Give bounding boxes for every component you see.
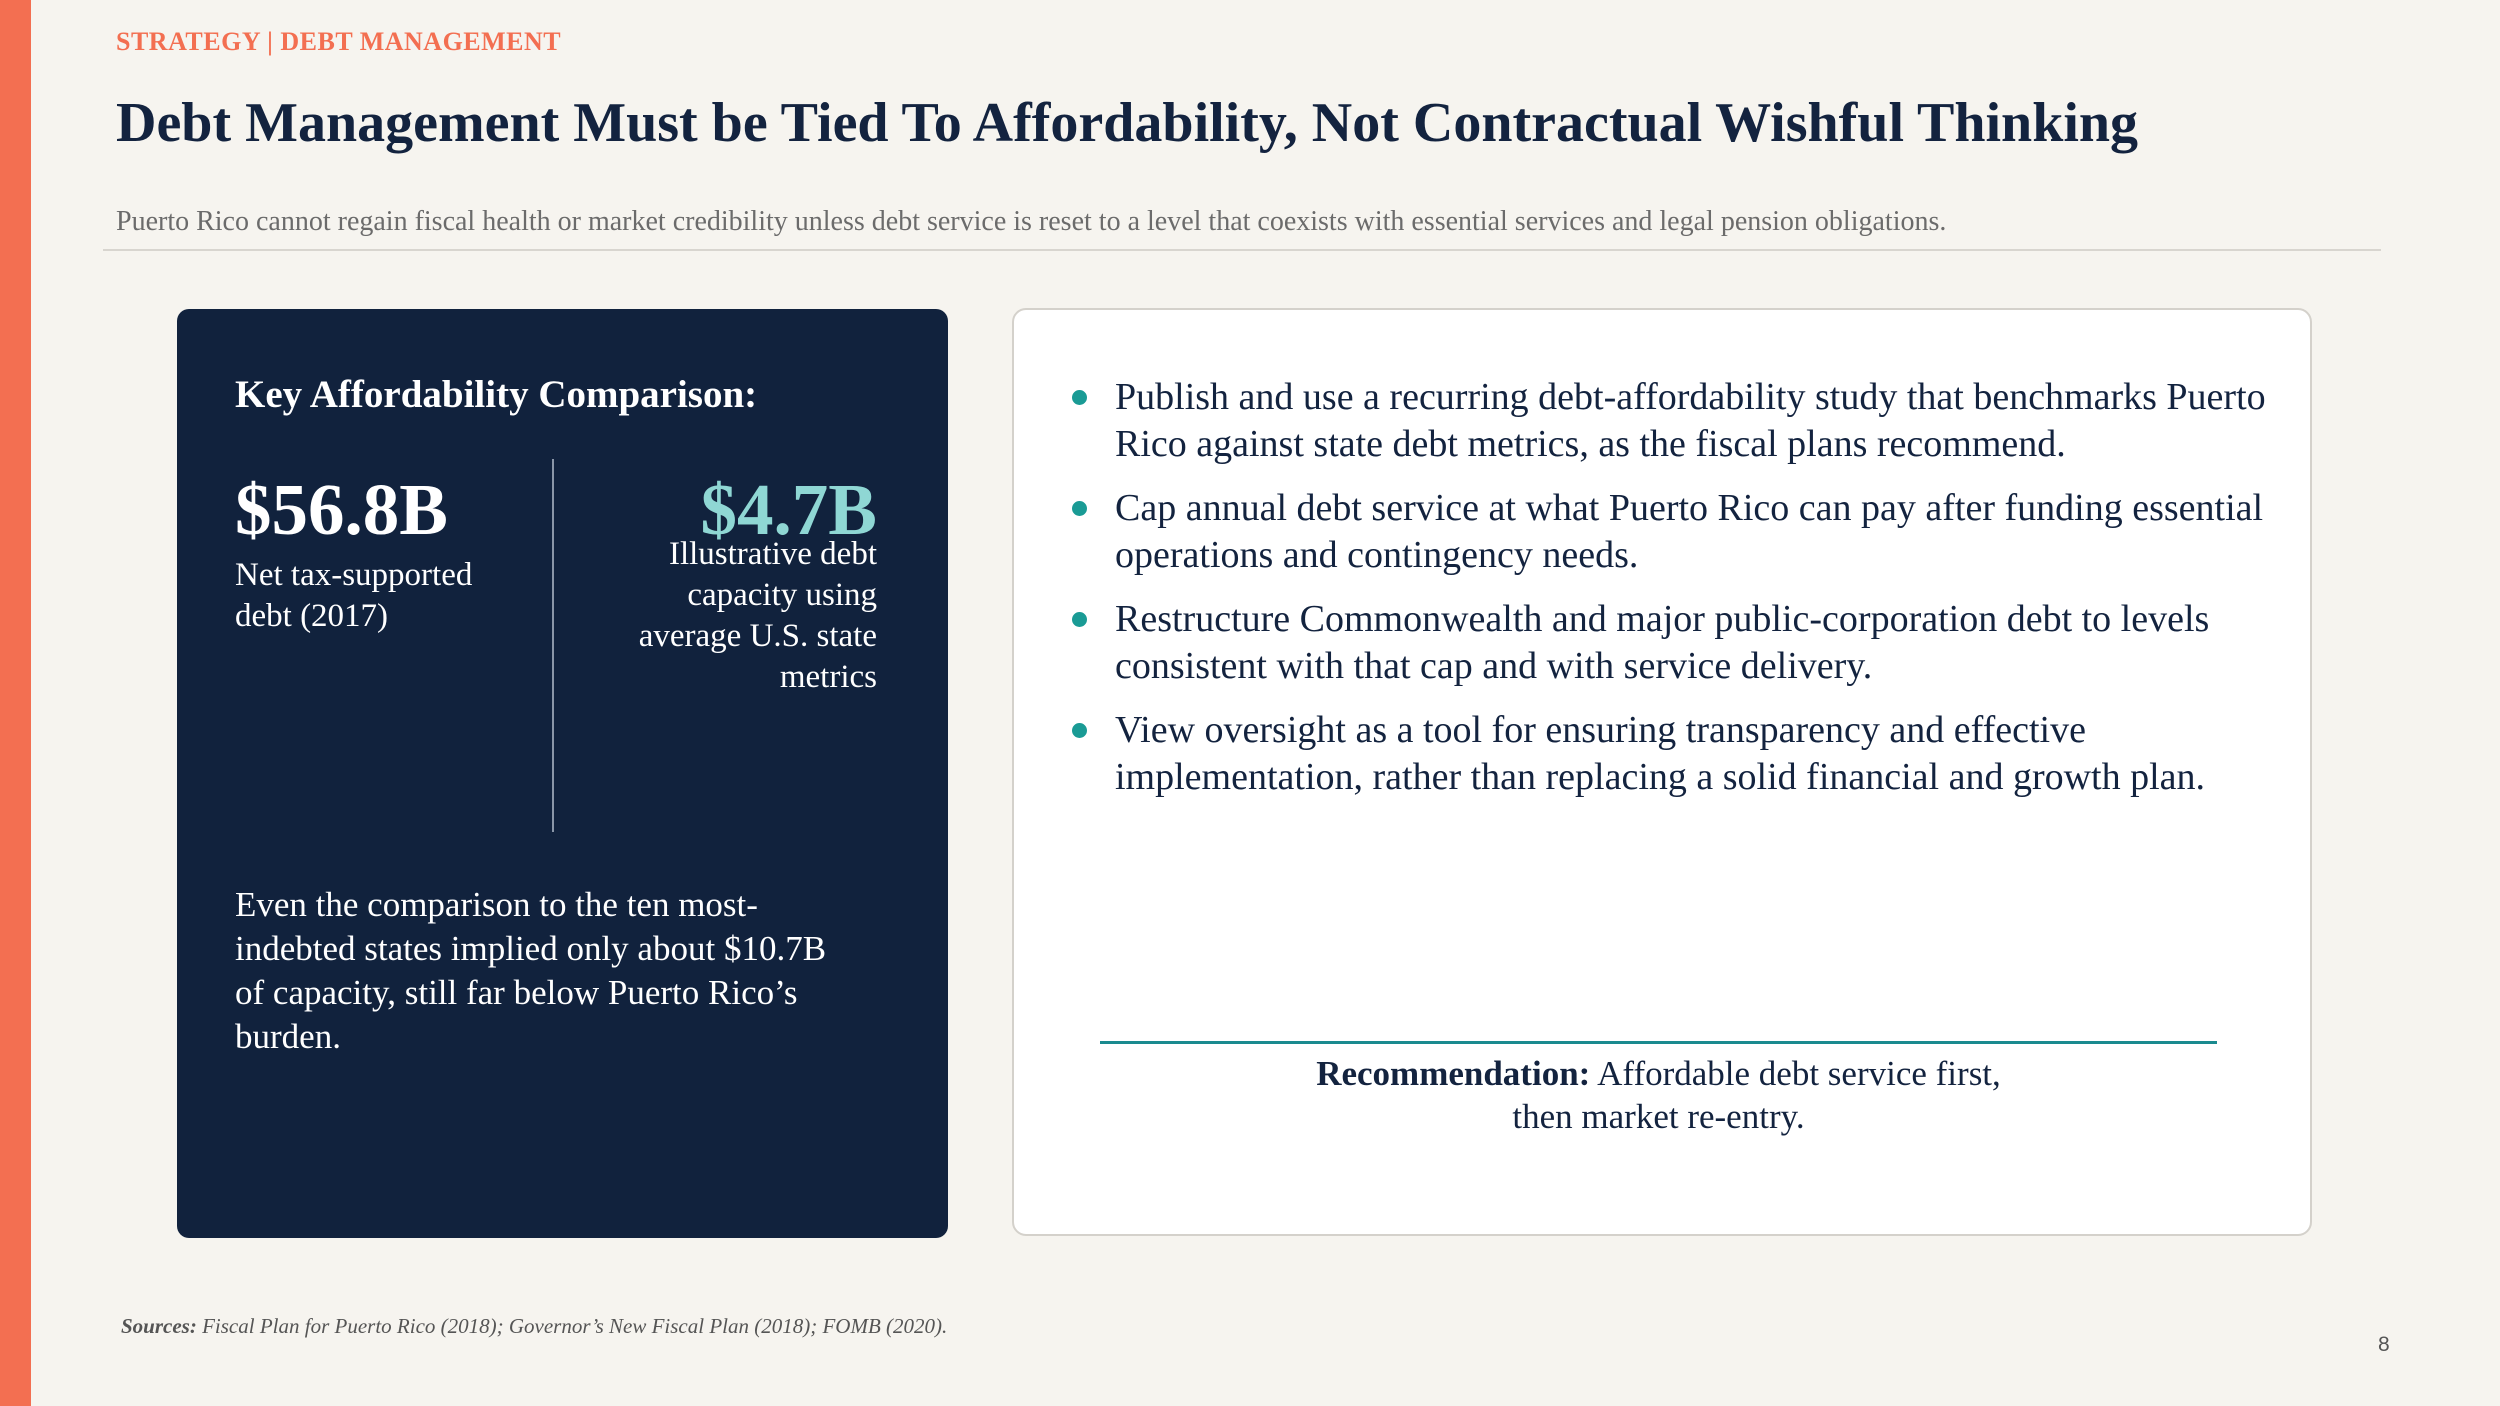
- bullet-text: Publish and use a recurring debt-afforda…: [1115, 376, 2266, 465]
- net-debt-value: $56.8B: [235, 469, 448, 550]
- list-item: Cap annual debt service at what Puerto R…: [1072, 485, 2295, 579]
- section-kicker: STRATEGY | DEBT MANAGEMENT: [116, 27, 562, 56]
- sources-text: Fiscal Plan for Puerto Rico (2018); Gove…: [202, 1314, 948, 1338]
- bullet-dot-icon: [1072, 612, 1087, 627]
- slide-title: Debt Management Must be Tied To Affordab…: [116, 92, 2139, 154]
- bullet-text: Cap annual debt service at what Puerto R…: [1115, 487, 2264, 576]
- sources-footnote: Sources: Fiscal Plan for Puerto Rico (20…: [121, 1314, 947, 1339]
- comparison-note: Even the comparison to the ten most-inde…: [235, 885, 827, 1056]
- slide-subtitle: Puerto Rico cannot regain fiscal health …: [116, 206, 1947, 237]
- bullet-text: View oversight as a tool for ensuring tr…: [1115, 709, 2206, 798]
- list-item: View oversight as a tool for ensuring tr…: [1072, 707, 2295, 801]
- recommendation-divider: [1100, 1041, 2217, 1044]
- page-number: 8: [2378, 1333, 2390, 1356]
- bullet-dot-icon: [1072, 390, 1087, 405]
- list-item: Publish and use a recurring debt-afforda…: [1072, 374, 2295, 468]
- recommendation-text-line2: then market re-entry.: [1512, 1097, 1805, 1136]
- bullet-list: Publish and use a recurring debt-afforda…: [1072, 374, 2295, 818]
- recommendation-text-line1: Affordable debt service first,: [1597, 1054, 2001, 1093]
- bullet-dot-icon: [1072, 501, 1087, 516]
- net-debt-label: Net tax-supported debt (2017): [235, 557, 473, 634]
- bullet-text: Restructure Commonwealth and major publi…: [1115, 598, 2210, 687]
- comparison-heading: Key Affordability Comparison:: [235, 373, 758, 416]
- list-item: Restructure Commonwealth and major publi…: [1072, 596, 2295, 690]
- stat-divider: [552, 459, 554, 832]
- recommendation-label: Recommendation:: [1316, 1054, 1591, 1093]
- affordability-comparison-card: Key Affordability Comparison: $56.8B Net…: [177, 309, 948, 1238]
- debt-capacity-label: Illustrative debt capacity using average…: [638, 536, 877, 695]
- debt-capacity-value: $4.7B: [700, 469, 877, 550]
- header-divider: [103, 249, 2381, 251]
- recommendations-card: Publish and use a recurring debt-afforda…: [1012, 308, 2312, 1236]
- bullet-dot-icon: [1072, 723, 1087, 738]
- recommendation: Recommendation: Affordable debt service …: [1100, 1052, 2217, 1138]
- accent-bar: [0, 0, 31, 1406]
- sources-label: Sources:: [121, 1314, 197, 1338]
